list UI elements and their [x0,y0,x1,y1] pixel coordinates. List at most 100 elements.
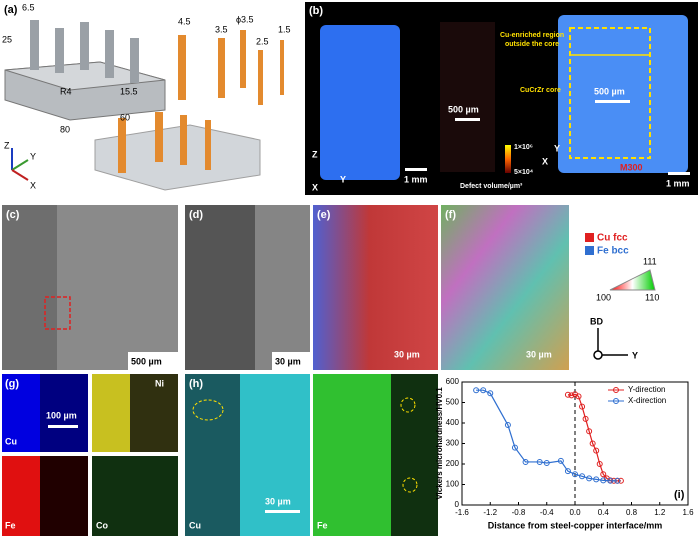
highlight [192,399,224,421]
eds-signal [92,374,130,452]
data-point [487,390,494,397]
dim: 4.5 [178,16,191,26]
y-tick-label: 0 [455,500,460,509]
colorbar-title: Defect volume/µm³ [460,183,523,190]
legend-swatch [585,233,594,242]
ct-column [320,25,400,180]
ipf-label: 110 [645,292,659,302]
rod [180,115,187,165]
base-top [4,61,166,91]
scale-label: 30 µm [526,349,552,359]
x-tick-label: -0.4 [540,508,554,517]
eds-signal [313,374,391,536]
colorbar-label: 5×10⁴ [514,169,534,176]
x-tick-label: 1.2 [654,508,666,517]
data-point [473,387,480,394]
data-point [536,458,543,465]
series-line [567,393,621,482]
x-tick-label: 1.6 [682,508,694,517]
scale-box [128,352,178,370]
legend-label: Fe bcc [597,246,629,257]
scale-bar [595,100,630,103]
scale-label: 30 µm [394,349,420,359]
axis-label: Z [312,149,318,159]
rod [155,112,163,162]
eds-maps: (g) Cu 100 µm Ni Fe Co (h) Cu 30 µm Fe [2,374,438,536]
data-point [504,422,511,429]
data-point [593,476,600,483]
ipf-label: 111 [643,256,657,266]
data-point [568,392,575,399]
scale-label: 1 mm [666,178,690,188]
x-axis-label: Distance from steel-copper interface/mm [488,520,663,530]
data-point [607,477,614,484]
scale-box [272,352,310,370]
data-point [522,458,529,465]
panel-label: (g) [5,378,19,390]
ipf-map [441,205,569,370]
legend-swatch [585,246,594,255]
data-point [586,475,593,482]
scale-label: 30 µm [265,496,291,506]
zoom-box [44,296,71,330]
pillar [55,28,64,73]
panel-b: (b) 500 µm 1×10⁶ 5×10⁴ Defect volume/µm³… [305,2,698,195]
panel-label: (a) [4,4,18,16]
panel-label: (e) [317,209,331,221]
legend-label: Y-direction [628,385,666,394]
rod [280,40,284,95]
pillar [105,30,114,78]
data-point [579,403,586,410]
rod [218,38,225,98]
data-point [586,428,593,435]
scale-bar [668,172,690,175]
out-of-plane [593,350,603,360]
steel-side [2,205,57,370]
x-tick-label: 0.4 [598,508,610,517]
panel-label: (i) [674,489,685,501]
data-point [557,457,564,464]
y-tick-label: 300 [446,439,460,448]
eds-signal [2,374,40,452]
y-tick-label: 400 [446,418,460,427]
pillar [130,38,139,83]
element-label: Ni [155,378,164,388]
ipf-label: 100 [596,292,611,302]
panel-i: -1.6 -1.2 -0.8 -0.4 0.0 0.4 0.8 1.2 1.6 0 100 200 30… [435,377,694,530]
colorbar-label: 1×10⁶ [514,144,533,151]
dim: ϕ3.5 [236,14,254,24]
eds-map [92,456,178,536]
y-tick-label: 600 [446,377,460,386]
rod [258,50,263,105]
axis-label: X [312,182,318,192]
data-point [579,473,586,480]
rod [118,118,126,173]
scale-bar [455,118,480,121]
data-point [600,477,607,484]
colorbar [505,145,511,173]
dim: 25 [2,34,12,44]
axis-label: Y [30,151,36,161]
x-tick-label: -1.2 [483,508,497,517]
panel-label: (f) [445,209,456,221]
series-line [476,389,618,482]
dim: 60 [120,112,130,122]
data-point [572,471,578,478]
rod [205,120,211,170]
annotation: Cu-enriched region [500,32,564,39]
data-point [600,471,607,478]
steel-side [185,374,240,536]
pillar [30,20,39,70]
scale-bar [405,168,427,171]
axis-label: X [542,156,548,166]
element-label: Cu [189,520,201,530]
ipf-triangle [609,269,656,291]
dim: 15.5 [120,86,138,96]
axis-label: Y [632,350,638,360]
panel-label: (d) [189,209,203,221]
axis-arrow [11,169,29,181]
x-tick-label: 0.0 [569,508,581,517]
dim: 80 [60,124,70,134]
data-point [480,387,487,394]
pillar [80,22,89,70]
